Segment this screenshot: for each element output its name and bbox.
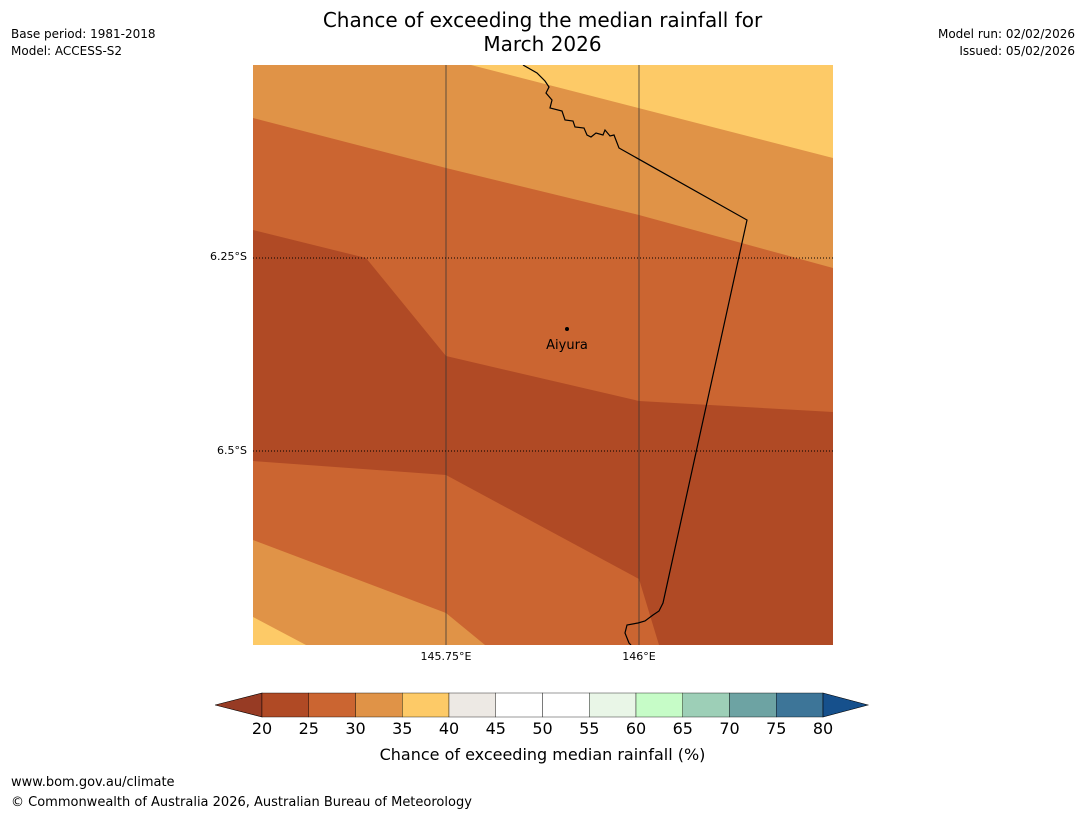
colorbar-tick-75: 75 <box>766 719 787 738</box>
colorbar-tick-45: 45 <box>485 719 506 738</box>
colorbar-cell-50-55 <box>542 692 590 718</box>
colorbar-cell-60-65 <box>635 692 683 718</box>
title-line-1: Chance of exceeding the median rainfall … <box>322 8 763 32</box>
footer-copyright: © Commonwealth of Australia 2026, Austra… <box>11 795 472 810</box>
colorbar-tick-35: 35 <box>392 719 413 738</box>
colorbar-cells <box>261 692 824 718</box>
band-30-35-bottom <box>253 540 485 645</box>
title-line-2: March 2026 <box>483 32 602 56</box>
colorbar-tick-55: 55 <box>579 719 600 738</box>
colorbar-tick-50: 50 <box>532 719 553 738</box>
colorbar-cell-75-80 <box>776 692 824 718</box>
lat-label-6-25: 6.25°S <box>210 250 247 263</box>
rainfall-map: Aiyura <box>253 65 833 645</box>
colorbar-cell-35-40 <box>402 692 450 718</box>
colorbar-tick-30: 30 <box>345 719 366 738</box>
colorbar-cell-65-70 <box>682 692 730 718</box>
colorbar-tick-25: 25 <box>298 719 319 738</box>
meta-left: Base period: 1981-2018 Model: ACCESS-S2 <box>11 26 156 60</box>
colorbar-tick-70: 70 <box>719 719 740 738</box>
colorbar-cell-20-25 <box>261 692 309 718</box>
band-35-40-bottom <box>253 617 306 645</box>
colorbar-low-extend <box>215 692 263 718</box>
model-text: Model: ACCESS-S2 <box>11 44 123 58</box>
colorbar-tick-40: 40 <box>438 719 460 738</box>
colorbar-cell-70-75 <box>729 692 777 718</box>
colorbar-tick-20: 20 <box>251 719 273 738</box>
colorbar-label: Chance of exceeding median rainfall (%) <box>379 745 706 764</box>
colorbar-cell-45-50 <box>495 692 543 718</box>
footer-url: www.bom.gov.au/climate <box>11 775 175 790</box>
base-period-text: Base period: 1981-2018 <box>11 27 156 41</box>
map-title: Chance of exceeding the median rainfall … <box>0 8 1085 56</box>
png-province-border <box>522 65 748 645</box>
colorbar-cell-30-35 <box>355 692 403 718</box>
model-run-text: Model run: 02/02/2026 <box>937 27 1075 41</box>
issued-text: Issued: 05/02/2026 <box>959 44 1075 58</box>
aiyura-label: Aiyura <box>546 338 588 353</box>
colorbar <box>215 692 870 718</box>
aiyura-marker <box>565 327 569 331</box>
lon-label-146: 146°E <box>622 650 656 663</box>
colorbar-high-extend <box>822 692 870 718</box>
lon-label-145-75: 145.75°E <box>420 650 472 663</box>
colorbar-tick-80: 80 <box>812 719 834 738</box>
colorbar-tick-65: 65 <box>672 719 693 738</box>
colorbar-cell-55-60 <box>589 692 637 718</box>
band-20-25 <box>253 230 833 645</box>
colorbar-cell-40-45 <box>448 692 496 718</box>
band-35-40-top <box>471 65 833 158</box>
colorbar-tick-60: 60 <box>625 719 647 738</box>
lat-label-6-5: 6.5°S <box>217 444 247 457</box>
meta-right: Model run: 02/02/2026 Issued: 05/02/2026 <box>938 26 1075 60</box>
colorbar-cell-25-30 <box>308 692 356 718</box>
